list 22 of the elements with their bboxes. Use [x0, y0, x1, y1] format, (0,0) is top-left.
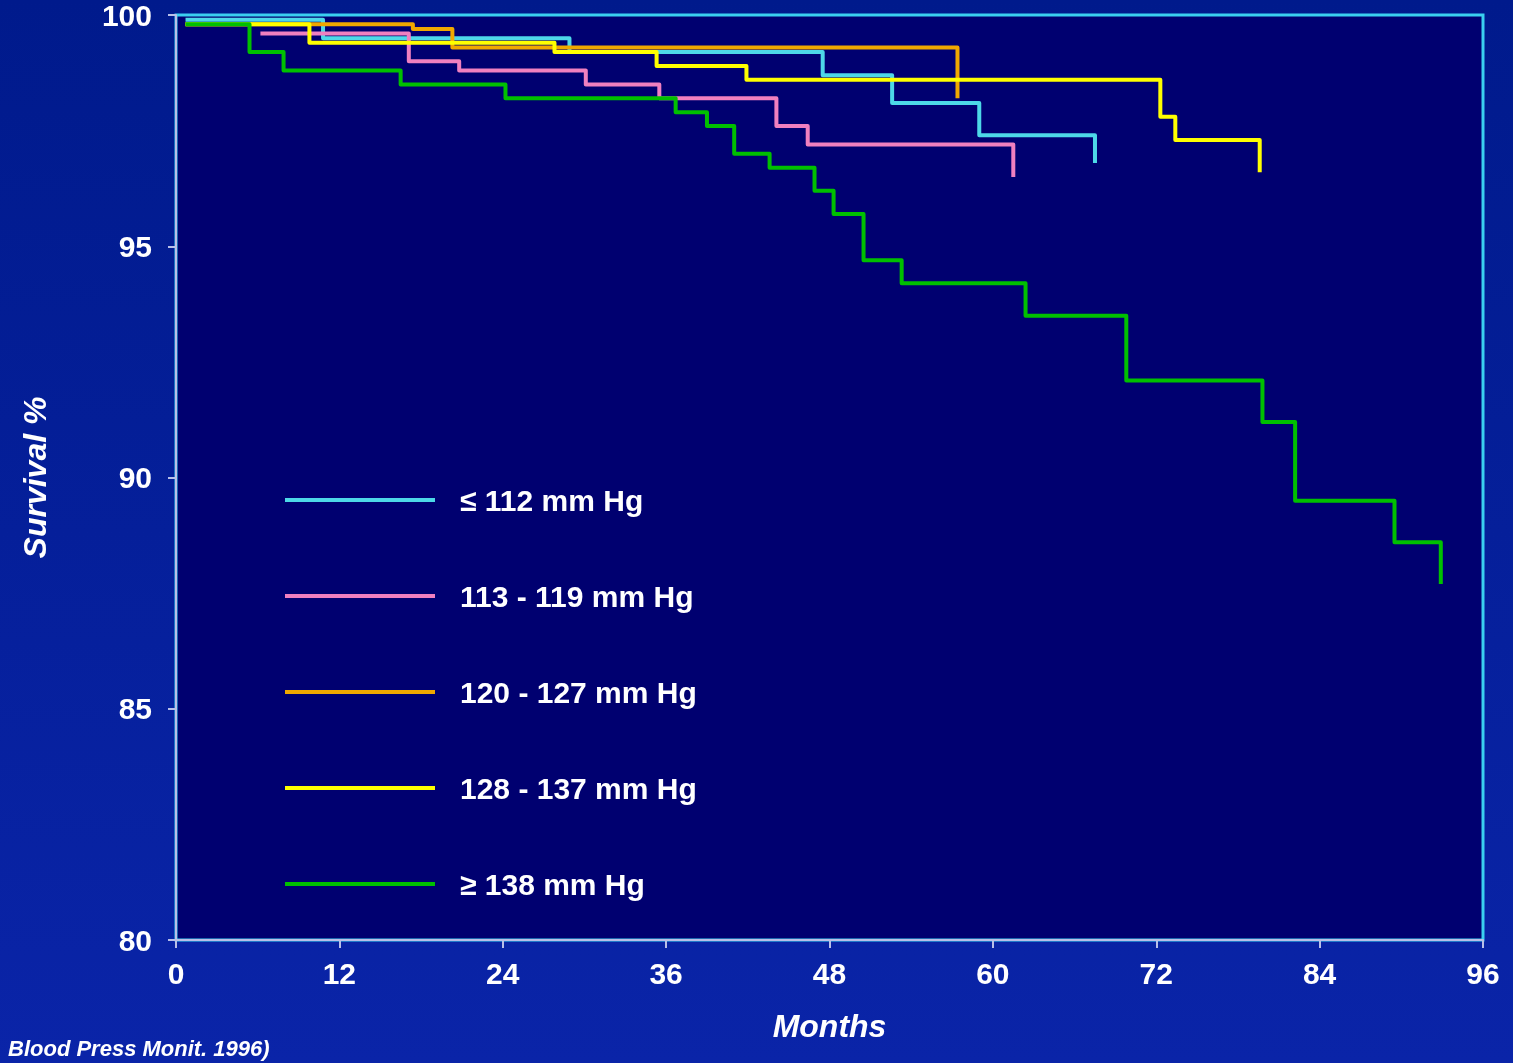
x-tick-label: 60: [976, 956, 1010, 990]
legend-label: 128 - 137 mm Hg: [460, 771, 697, 805]
y-tick-label: 90: [118, 461, 152, 494]
x-tick-label: 84: [1302, 956, 1337, 990]
x-tick-label: 36: [649, 956, 683, 990]
legend-label: ≥ 138 mm Hg: [460, 867, 645, 901]
y-axis-title: Survival %: [17, 396, 53, 559]
y-tick-label: 95: [118, 229, 152, 263]
x-tick-label: 0: [167, 956, 185, 990]
x-tick-label: 48: [812, 956, 847, 990]
y-tick-label: 100: [101, 0, 152, 32]
x-tick-label: 72: [1139, 956, 1173, 990]
legend-label: 120 - 127 mm Hg: [460, 675, 697, 709]
x-axis-title: Months: [772, 1008, 887, 1044]
legend-label: 113 - 119 mm Hg: [460, 579, 694, 613]
y-tick-label: 80: [118, 923, 152, 957]
x-tick-label: 96: [1466, 956, 1500, 990]
text: Blood Press Monit. 1996): [8, 1035, 270, 1061]
x-tick-label: 24: [486, 956, 520, 990]
legend-label: ≤ 112 mm Hg: [460, 483, 644, 517]
y-tick-label: 85: [118, 692, 152, 726]
x-tick-label: 12: [322, 956, 357, 990]
